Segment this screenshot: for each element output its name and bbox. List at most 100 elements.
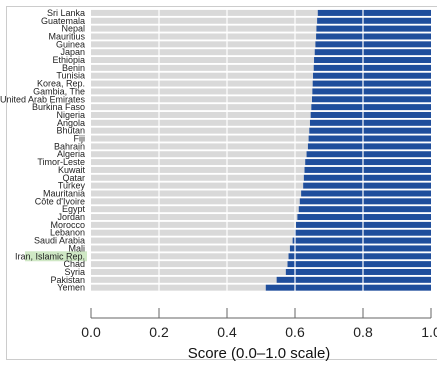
bar-gap-segment xyxy=(91,17,318,24)
highlight-background xyxy=(25,251,87,262)
bar-gap-segment xyxy=(91,268,286,275)
bar-gap-segment xyxy=(91,229,295,236)
bar-score-segment xyxy=(303,182,431,189)
bar-score-segment xyxy=(288,253,431,260)
bar-gap-segment xyxy=(91,135,309,142)
category-label: Bahrain xyxy=(54,141,85,151)
bar-gap-segment xyxy=(91,174,304,181)
bar-score-segment xyxy=(305,159,431,166)
category-label: Pakistan xyxy=(50,275,85,285)
bar-score-segment xyxy=(314,49,431,56)
bar-gap-segment xyxy=(91,9,318,16)
bar-gap-segment xyxy=(91,72,314,79)
bar-gap-segment xyxy=(91,111,311,118)
bar-score-segment xyxy=(316,25,431,32)
category-label: Morocco xyxy=(50,220,85,230)
bar-score-segment xyxy=(317,17,431,24)
category-label: Burkina Faso xyxy=(32,102,85,112)
bar-gap-segment xyxy=(91,245,290,252)
bar-score-segment xyxy=(309,127,431,134)
category-label: Chad xyxy=(63,259,85,269)
category-label: Mauritius xyxy=(48,31,85,41)
bar-gap-segment xyxy=(91,276,277,283)
bar-gap-segment xyxy=(91,80,313,87)
bar-gap-segment xyxy=(91,104,312,111)
bar-gap-segment xyxy=(91,198,300,205)
bar-gap-segment xyxy=(91,190,302,197)
bar-gap-segment xyxy=(91,88,313,95)
category-label: Syria xyxy=(64,267,85,277)
category-labels: Sri LankaGuatemalaNepalMauritiusGuineaJa… xyxy=(0,8,85,293)
category-label: Yemen xyxy=(57,283,85,293)
bar-gap-segment xyxy=(91,253,289,260)
bar-score-segment xyxy=(265,284,431,291)
category-label: Nigeria xyxy=(56,110,85,120)
category-label: Lebanon xyxy=(50,228,85,238)
bar-score-segment xyxy=(314,57,431,64)
bar-score-segment xyxy=(312,80,431,87)
category-label: Kuwait xyxy=(58,165,86,175)
category-label: Angola xyxy=(57,118,85,128)
category-label: Côte d'Ivoire xyxy=(35,196,85,206)
bar-score-segment xyxy=(313,64,431,71)
x-axis-title: Score (0.0–1.0 scale) xyxy=(188,345,331,362)
bar-score-segment xyxy=(307,143,431,150)
x-tick-label: 1.0 xyxy=(421,324,437,340)
category-label: Algeria xyxy=(57,149,85,159)
chart-frame xyxy=(6,6,437,360)
category-label: Egypt xyxy=(62,204,86,214)
category-label: Japan xyxy=(60,47,85,57)
category-label: Jordan xyxy=(57,212,85,222)
category-label: Nepal xyxy=(61,24,85,34)
category-label: Guinea xyxy=(56,39,85,49)
bar-score-segment xyxy=(298,206,431,213)
bar-gap-segment xyxy=(91,206,299,213)
bar-gap-segment xyxy=(91,57,315,64)
category-label: Gambia, The xyxy=(33,86,85,96)
bar-gap-segment xyxy=(91,261,288,268)
bar-gap-segment xyxy=(91,49,315,56)
bar-gap-segment xyxy=(91,214,298,221)
bar-gap-segment xyxy=(91,221,297,228)
bar-score-segment xyxy=(316,33,431,40)
bar-gap-segment xyxy=(91,284,266,291)
x-tick-label: 0.8 xyxy=(353,324,373,340)
category-label: Sri Lanka xyxy=(47,8,85,18)
category-label: Mauritania xyxy=(43,188,85,198)
bar-gap-segment xyxy=(91,64,314,71)
bar-score-segment xyxy=(299,198,431,205)
bar-score-segment xyxy=(306,151,431,158)
category-label: Korea, Rep. xyxy=(37,79,85,89)
bar-gap-segment xyxy=(91,182,304,189)
bar-gap-segment xyxy=(91,33,317,40)
bar-gap-segment xyxy=(91,159,306,166)
category-label: Benin xyxy=(62,63,85,73)
bar-gap-segment xyxy=(91,143,308,150)
bar-gap-segment xyxy=(91,96,312,103)
bar-gap-segment xyxy=(91,25,317,32)
category-label: Turkey xyxy=(58,181,86,191)
bar-score-segment xyxy=(304,166,431,173)
bar-score-segment xyxy=(289,245,431,252)
category-label: Fiji xyxy=(74,134,86,144)
category-label: Iran, Islamic Rep. xyxy=(15,251,85,261)
bar-gap-segment xyxy=(91,41,316,48)
x-tick-label: 0.0 xyxy=(81,324,101,340)
bar-score-segment xyxy=(292,237,431,244)
bar-score-segment xyxy=(287,261,431,268)
bar-gap-segment xyxy=(91,237,293,244)
x-axis: 0.0 0.2 0.4 0.6 0.8 1.0 xyxy=(81,308,437,340)
bar-score-segment xyxy=(303,174,431,181)
bar-gap-segment xyxy=(91,151,307,158)
x-tick-label: 0.4 xyxy=(217,324,237,340)
bar-score-segment xyxy=(315,41,431,48)
bar-score-segment xyxy=(312,88,431,95)
bar-score-segment xyxy=(313,72,431,79)
category-label: Timor-Leste xyxy=(37,157,85,167)
bar-gap-segment xyxy=(91,166,305,173)
category-label: Saudi Arabia xyxy=(34,236,85,246)
x-tick-label: 0.6 xyxy=(285,324,305,340)
bar-score-segment xyxy=(309,119,431,126)
category-label: Qatar xyxy=(62,173,85,183)
